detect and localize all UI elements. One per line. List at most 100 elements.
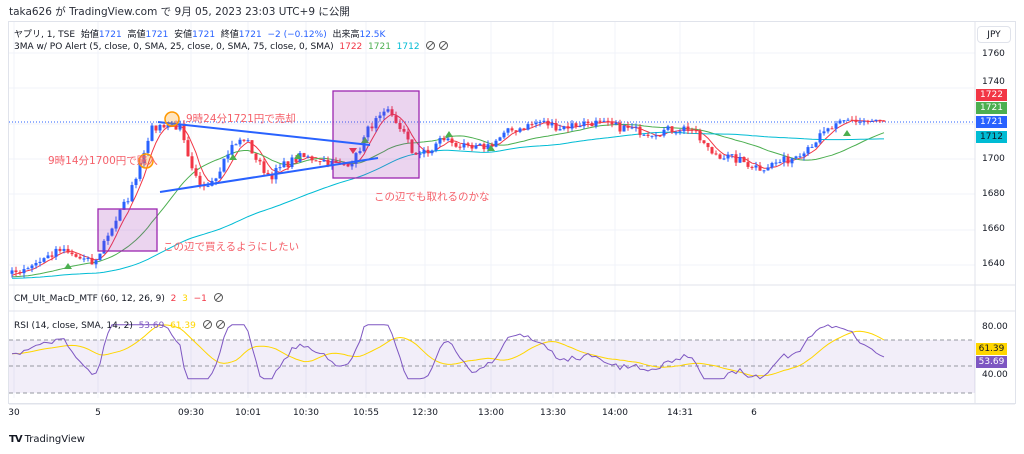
buy-signal-icon <box>487 145 495 151</box>
candle <box>442 138 446 141</box>
candle <box>594 120 598 127</box>
candle <box>674 132 678 134</box>
candle <box>854 119 858 122</box>
want-buy-note[interactable]: この辺で買えるようにしたい <box>163 241 300 253</box>
price-tick: 1660 <box>982 224 1005 234</box>
rsi-line <box>11 324 885 380</box>
buy-note[interactable]: 9時14分1700円で購入 <box>48 155 158 167</box>
candle <box>458 146 462 148</box>
candle <box>702 140 706 144</box>
time-tick: 14:31 <box>667 408 693 418</box>
hide-icon[interactable] <box>426 41 436 50</box>
candle <box>354 153 358 164</box>
candle <box>174 124 178 130</box>
candles <box>10 106 886 278</box>
candle <box>866 121 870 123</box>
sell-note[interactable]: 9時24分1721円で売却 <box>186 113 296 125</box>
candle <box>294 157 298 162</box>
candle <box>446 138 450 141</box>
sell-signal-icon <box>349 148 357 154</box>
buy-signal-icon <box>445 131 453 137</box>
candle <box>586 121 590 124</box>
candle <box>842 120 846 122</box>
candle <box>550 123 554 126</box>
candle <box>154 125 158 131</box>
price-tick: 1700 <box>982 154 1005 164</box>
candle <box>58 248 62 251</box>
candle <box>662 129 666 136</box>
candle <box>46 255 50 259</box>
ma75-value: 1712 <box>396 42 420 52</box>
rsi-badge: 53.69 <box>976 356 1007 368</box>
candle <box>146 140 150 153</box>
candle <box>530 124 534 126</box>
candle <box>778 162 782 164</box>
hide-icon[interactable] <box>202 320 212 329</box>
rsi-label: RSI (14, close, SMA, 14, 2) <box>14 321 133 331</box>
ma5-value: 1722 <box>339 42 363 52</box>
macd-legend[interactable]: CM_Ult_MacD_MTF (60, 12, 26, 9) 2 3 −1 <box>14 293 223 304</box>
candle <box>358 151 362 154</box>
candle <box>162 124 166 128</box>
candle <box>862 121 866 123</box>
candle <box>882 120 886 122</box>
candle <box>614 122 618 125</box>
candle <box>682 126 686 132</box>
ma-label: 3MA w/ PO Alert (5, close, 0, SMA, 25, c… <box>14 42 334 52</box>
macd-value-3: −1 <box>193 294 207 304</box>
candle <box>598 120 602 122</box>
tradingview-logo[interactable]: TV TradingView <box>9 434 85 445</box>
rsi-tick: 40.00 <box>982 370 1008 380</box>
last-price-badge: 1721 <box>976 116 1007 128</box>
candle <box>286 161 290 168</box>
close-value: 1721 <box>238 30 262 40</box>
candle <box>318 161 322 163</box>
candle <box>822 131 826 134</box>
buy-point-circle <box>138 153 154 169</box>
candle <box>646 134 650 136</box>
candle <box>470 144 474 149</box>
time-tick: 10:55 <box>353 408 379 418</box>
candle <box>810 146 814 148</box>
candle <box>166 124 170 128</box>
hide-icon[interactable] <box>439 41 449 50</box>
candle <box>450 138 454 143</box>
candle <box>54 248 58 257</box>
candle <box>522 128 526 130</box>
ma-legend[interactable]: 3MA w/ PO Alert (5, close, 0, SMA, 25, c… <box>14 41 449 52</box>
ma5-price-badge: 1722 <box>976 89 1007 101</box>
hide-icon[interactable] <box>213 293 223 302</box>
candle <box>710 147 714 154</box>
candle <box>630 127 634 129</box>
candle <box>18 272 22 274</box>
candle <box>14 270 18 273</box>
candle <box>690 129 694 131</box>
candle <box>370 126 374 129</box>
can-take-note[interactable]: この辺でも取れるのかな <box>374 191 490 203</box>
candle <box>578 126 582 128</box>
candle <box>386 109 390 112</box>
candle <box>330 160 334 166</box>
candle <box>326 159 330 166</box>
candle <box>526 124 530 130</box>
candle <box>310 156 314 161</box>
candle <box>818 133 822 143</box>
low-label: 安値 <box>174 30 193 40</box>
candle <box>806 147 810 154</box>
rsi-value: 53.69 <box>138 321 165 331</box>
rsi-tick: 80.00 <box>982 322 1008 332</box>
rsi-legend[interactable]: RSI (14, close, SMA, 14, 2) 53.69 61.39 <box>14 320 225 331</box>
time-tick: 14:00 <box>602 408 628 418</box>
candle <box>850 119 854 121</box>
hide-icon[interactable] <box>215 320 225 329</box>
candle <box>62 248 66 251</box>
price-tick: 1740 <box>982 77 1005 87</box>
currency-button[interactable]: JPY <box>977 26 1011 43</box>
candle <box>502 132 506 138</box>
symbol-name[interactable]: ヤプリ, 1, TSE <box>14 30 76 40</box>
candle <box>178 123 182 130</box>
candle <box>602 120 606 122</box>
candle <box>226 154 230 159</box>
candle <box>706 143 710 148</box>
